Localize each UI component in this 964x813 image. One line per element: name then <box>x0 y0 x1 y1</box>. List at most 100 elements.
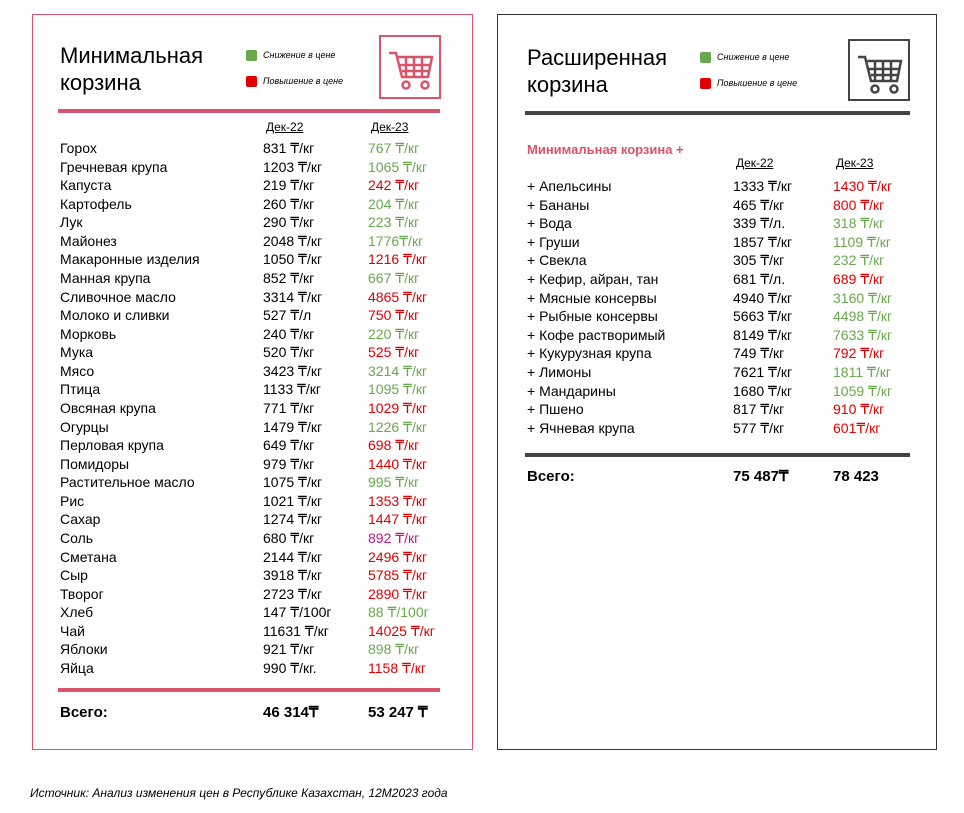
price-dec22: 1274 ₸/кг <box>263 511 323 528</box>
price-dec23: 14025 ₸/кг <box>368 622 435 639</box>
price-dec22: 1021 ₸/кг <box>263 492 323 509</box>
price-dec23: 3214 ₸/кг <box>368 362 428 379</box>
total-dec23: 78 423 <box>833 468 879 485</box>
item-name: + Мясные консервы <box>527 289 657 306</box>
item-name: Хлеб <box>60 604 94 621</box>
price-dec23: 601₸/кг <box>833 419 881 436</box>
price-dec23: 223 ₸/кг <box>368 214 420 231</box>
price-dec22: 2144 ₸/кг <box>263 548 323 565</box>
price-dec22: 1680 ₸/кг <box>733 382 793 399</box>
item-name: + Мандарины <box>527 382 616 399</box>
price-dec23: 1447 ₸/кг <box>368 511 428 528</box>
price-dec22: 2723 ₸/кг <box>263 585 323 602</box>
item-name: Птица <box>60 381 101 398</box>
item-name: Молоко и сливки <box>60 307 170 324</box>
price-dec23: 1430 ₸/кг <box>833 178 893 194</box>
item-name: Сахар <box>60 511 101 528</box>
price-dec23: 667 ₸/кг <box>368 269 420 286</box>
price-dec22: 1857 ₸/кг <box>733 233 793 250</box>
price-dec23: 232 ₸/кг <box>833 252 885 269</box>
price-dec23: 220 ₸/кг <box>368 325 420 342</box>
price-dec23: 1059 ₸/кг <box>833 382 893 399</box>
price-dec23: 88 ₸/100г <box>368 604 429 621</box>
price-dec22: 520 ₸/кг <box>263 344 315 361</box>
price-dec22: 749 ₸/кг <box>733 345 785 362</box>
subtitle: Минимальная корзина + <box>527 142 684 157</box>
price-dec22: 1075 ₸/кг <box>263 474 323 491</box>
price-dec22: 5663 ₸/кг <box>733 308 793 325</box>
legend-swatch <box>700 52 711 63</box>
price-dec22: 1050 ₸/кг <box>263 251 323 268</box>
price-dec22: 3423 ₸/кг <box>263 362 323 379</box>
price-dec23: 1226 ₸/кг <box>368 418 428 435</box>
total-label: Всего: <box>60 704 108 721</box>
price-dec22: 2048 ₸/кг <box>263 232 323 249</box>
price-dec23: 1440 ₸/кг <box>368 455 428 472</box>
cart-icon <box>379 35 441 99</box>
price-dec22: 240 ₸/кг <box>263 325 315 342</box>
price-dec22: 147 ₸/100г <box>263 604 332 621</box>
price-dec23: 767 ₸/кг <box>368 140 420 156</box>
price-dec22: 1333 ₸/кг <box>733 178 793 194</box>
item-name: + Рыбные консервы <box>527 308 658 325</box>
divider <box>525 111 910 115</box>
item-name: + Кофе растворимый <box>527 326 666 343</box>
divider <box>58 109 440 113</box>
price-dec23: 910 ₸/кг <box>833 401 885 418</box>
item-name: Огурцы <box>60 418 109 435</box>
price-dec23: 5785 ₸/кг <box>368 567 428 584</box>
item-name: Помидоры <box>60 455 130 472</box>
item-name: Творог <box>60 585 104 602</box>
item-name: Рис <box>60 492 85 509</box>
price-dec22: 852 ₸/кг <box>263 269 315 286</box>
item-name: Макаронные изделия <box>60 251 200 268</box>
price-dec22: 3314 ₸/кг <box>263 288 323 305</box>
item-name: + Кефир, айран, тан <box>527 271 659 287</box>
item-name: + Бананы <box>527 196 590 213</box>
column-header: Дек-22 <box>736 156 774 170</box>
price-dec23: 318 ₸/кг <box>833 215 885 232</box>
total-dec23: 53 247 ₸ <box>368 704 428 721</box>
price-dec23: 892 ₸/кг <box>368 529 420 546</box>
total-label: Всего: <box>527 468 575 485</box>
panel-title: Расширенная корзина <box>527 45 668 97</box>
item-name: Лук <box>60 214 83 231</box>
item-name: + Ячневая крупа <box>527 419 635 436</box>
price-dec23: 1216 ₸/кг <box>368 251 428 268</box>
item-name: Перловая крупа <box>60 437 164 454</box>
legend-label: Снижение в цене <box>717 52 790 62</box>
price-dec22: 681 ₸/л. <box>733 271 786 287</box>
total-dec22: 75 487₸ <box>733 468 789 485</box>
item-name: Мука <box>60 344 94 361</box>
price-dec22: 8149 ₸/кг <box>733 326 793 343</box>
item-name: Гречневая крупа <box>60 158 168 175</box>
item-name: + Вода <box>527 215 572 232</box>
item-name: Сливочное масло <box>60 288 176 305</box>
price-dec23: 2890 ₸/кг <box>368 585 428 602</box>
price-dec23: 792 ₸/кг <box>833 345 885 362</box>
price-dec23: 689 ₸/кг <box>833 271 885 287</box>
price-dec23: 1353 ₸/кг <box>368 492 428 509</box>
price-dec22: 817 ₸/кг <box>733 401 785 418</box>
item-name: Яблоки <box>60 641 108 658</box>
item-name: Майонез <box>60 232 117 249</box>
price-dec22: 339 ₸/л. <box>733 215 786 232</box>
item-name: Овсяная крупа <box>60 399 156 416</box>
price-dec23: 1776₸/кг <box>368 232 424 249</box>
price-dec22: 649 ₸/кг <box>263 437 315 454</box>
item-name: + Свекла <box>527 252 587 269</box>
left-panel <box>32 14 473 750</box>
price-dec22: 7621 ₸/кг <box>733 364 793 380</box>
total-dec22: 46 314₸ <box>263 704 319 721</box>
item-name: Сыр <box>60 567 88 584</box>
price-dec22: 465 ₸/кг <box>733 196 785 213</box>
item-name: Яйца <box>60 659 94 676</box>
price-dec23: 1109 ₸/кг <box>833 233 892 250</box>
right-panel <box>497 14 937 750</box>
price-dec22: 1479 ₸/кг <box>263 418 323 435</box>
legend-swatch <box>246 76 257 87</box>
divider <box>58 688 440 692</box>
price-dec22: 771 ₸/кг <box>263 399 315 416</box>
price-dec23: 1065 ₸/кг <box>368 158 428 175</box>
